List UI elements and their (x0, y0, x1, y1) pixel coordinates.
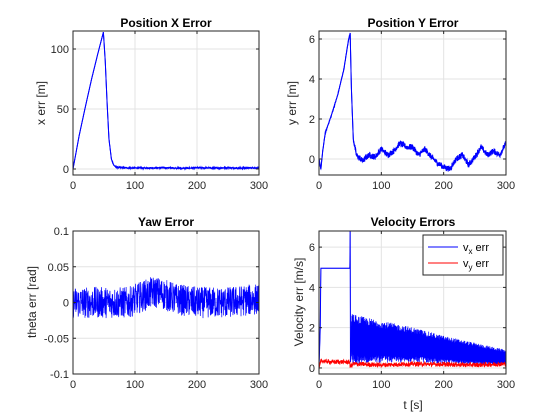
subplot-position-y: Position Y Error y err [m] 0 100 200 300 0 2 4… (285, 16, 515, 192)
axes-box (318, 30, 507, 176)
legend: vx err vy err (422, 234, 504, 276)
y-axis-label: x err [m] (34, 81, 48, 125)
y-tick-label: 2 (309, 114, 315, 126)
legend-box (422, 234, 504, 276)
plot-area: 0 100 200 300 -0.1 -0.05 0 0.05 0.1 (44, 226, 268, 391)
y-tick-label: 6 (309, 34, 315, 46)
y-axis-label: theta err [rad] (25, 266, 39, 338)
series-group (73, 277, 259, 319)
y-tick-label: 0 (309, 154, 315, 166)
x-tick-label: 100 (372, 379, 390, 391)
axes-box (72, 30, 260, 176)
x-tick-label: 0 (70, 379, 76, 391)
x-tick-label: 200 (434, 379, 452, 391)
series-line (319, 231, 506, 368)
y-tick-label: 0 (309, 363, 315, 375)
x-tick-label: 300 (497, 379, 515, 391)
x-tick-label: 0 (316, 379, 322, 391)
y-tick-label: 50 (57, 104, 69, 116)
chart-title: Velocity Errors (371, 215, 456, 229)
legend-item: vx err (428, 242, 489, 256)
chart-title: Position X Error (120, 16, 212, 30)
y-tick-label: 0.05 (48, 262, 69, 274)
legend-label: vy err (463, 258, 489, 272)
y-tick-label: 100 (51, 44, 69, 56)
x-tick-label: 300 (250, 180, 268, 192)
x-tick-label: 100 (372, 180, 390, 192)
series-group (73, 31, 259, 171)
legend-label: vx err (463, 242, 489, 256)
x-tick-label: 200 (188, 379, 206, 391)
chart-title: Position Y Error (368, 16, 459, 30)
axes-background (73, 31, 259, 175)
y-tick-label: 0 (63, 164, 69, 176)
x-tick-label: 0 (70, 180, 76, 192)
subplot-velocity: Velocity Errors Velocity err [m/s] t [s]… (292, 215, 515, 412)
y-axis-label: Velocity err [m/s] (292, 258, 306, 347)
y-tick-label: -0.1 (50, 369, 69, 381)
x-tick-label: 200 (434, 180, 452, 192)
subplot-yaw: Yaw Error theta err [rad] 0 100 200 300 -0.1… (25, 215, 268, 391)
plot-area: 0 100 200 300 0 50 100 (51, 30, 268, 192)
x-tick-label: 100 (126, 379, 144, 391)
y-tick-label: 0 (63, 298, 69, 310)
x-axis-label: t [s] (403, 398, 422, 412)
series-line (73, 277, 259, 319)
y-axis-label: y err [m] (285, 81, 299, 125)
subplot-position-x: Position X Error x err [m] 0 100 200 300 0 50… (34, 16, 268, 192)
x-tick-label: 100 (126, 180, 144, 192)
series-anchor-line (73, 32, 259, 170)
legend-item: vy err (428, 258, 489, 272)
y-tick-label: 6 (309, 242, 315, 254)
y-tick-label: 0.1 (54, 226, 69, 238)
y-tick-label: -0.05 (44, 333, 69, 345)
x-tick-label: 300 (250, 379, 268, 391)
axes-box (318, 230, 507, 375)
plot-area: 0 100 200 300 0 2 4 6 (309, 30, 515, 192)
x-tick-label: 300 (497, 180, 515, 192)
x-tick-label: 200 (188, 180, 206, 192)
plot-area: 0 100 200 300 0 2 4 6 vx err vy err (309, 230, 515, 391)
series-group (319, 32, 506, 172)
x-tick-label: 0 (316, 180, 322, 192)
y-tick-label: 2 (309, 323, 315, 335)
chart-title: Yaw Error (138, 215, 194, 229)
series-anchor-line (319, 32, 506, 170)
series-anchor-line (319, 360, 506, 369)
y-tick-label: 4 (309, 74, 315, 86)
y-tick-label: 4 (309, 282, 315, 294)
